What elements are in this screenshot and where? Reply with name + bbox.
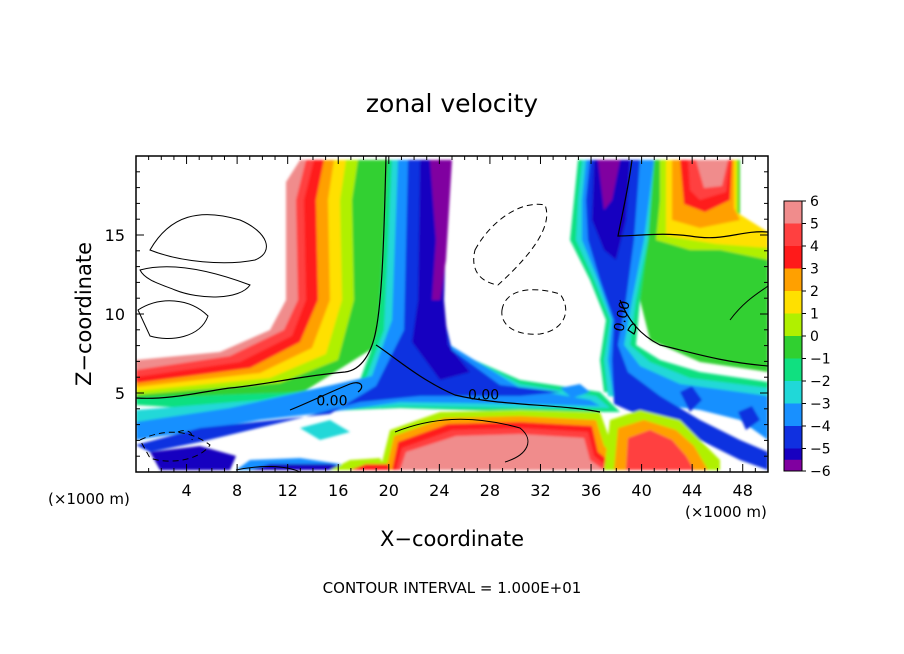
colorbar-label-12: −6 <box>810 464 831 480</box>
colorbar-label-5: 1 <box>810 307 819 323</box>
colorbar-swatch-9 <box>784 403 802 426</box>
x-tick-label-28: 28 <box>480 481 500 500</box>
field-band-center-5 <box>430 160 452 300</box>
x-tick-label-48: 48 <box>733 481 753 500</box>
colorbar-swatch-3 <box>784 268 802 291</box>
x-tick-label-36: 36 <box>581 481 601 500</box>
field-blob-7 <box>250 464 356 470</box>
field-blob-0 <box>454 372 484 388</box>
y-tick-label-5: 5 <box>115 384 125 403</box>
field-band-bottomright-2 <box>626 430 694 470</box>
colorbar-label-2: 4 <box>810 239 819 255</box>
field-band-left-4 <box>136 160 390 392</box>
x-unit-right: (×1000 m) <box>685 503 767 521</box>
colorbar-label-9: −3 <box>810 397 831 413</box>
x-axis-label: X−coordinate <box>380 527 524 551</box>
x-unit-left: (×1000 m) <box>48 490 130 508</box>
colorbar-label-0: 6 <box>810 194 819 210</box>
field-blob-3 <box>738 406 760 430</box>
field-blob-2 <box>680 386 702 412</box>
colorbar-swatch-0 <box>784 201 802 224</box>
colorbar: 6 5 4 3 2 1 0 −1 −2 −3 −4 −5 −6 <box>783 194 831 480</box>
colorbar-swatch-6 <box>784 336 802 359</box>
x-tick-label-4: 4 <box>181 481 191 500</box>
colorbar-swatch-8 <box>784 381 802 404</box>
field-band-right-3 <box>586 160 768 470</box>
colorbar-label-11: −5 <box>810 442 831 458</box>
colorbar-label-6: 0 <box>810 329 819 345</box>
contour-label-1: 0.00 <box>468 387 499 403</box>
colorbar-swatch-1 <box>784 223 802 246</box>
y-tick-label-15: 15 <box>105 226 125 245</box>
x-axis: 4 8 12 16 20 24 28 32 36 40 44 48 <box>135 156 769 500</box>
field-band-right-5 <box>598 160 620 210</box>
chart-title: zonal velocity <box>366 89 538 118</box>
contour-labels: 0.00 0.00 0.00 <box>316 299 633 409</box>
field-band-rightplume-6 <box>696 160 728 188</box>
x-tick-label-44: 44 <box>682 481 702 500</box>
colorbar-label-3: 3 <box>810 262 819 278</box>
colorbar-label-8: −2 <box>810 374 831 390</box>
field-blob-9 <box>350 464 390 470</box>
colorbar-label-4: 2 <box>810 284 819 300</box>
colorbar-label-10: −4 <box>810 419 831 435</box>
colorbar-swatch-5 <box>784 313 802 336</box>
contour-label-0: 0.00 <box>316 394 347 410</box>
field-band-bottom-4 <box>400 434 604 470</box>
field-band-left-6 <box>136 160 390 400</box>
x-tick-label-12: 12 <box>278 481 298 500</box>
colorbar-label-1: 5 <box>810 217 819 233</box>
field-blob-4 <box>300 420 350 440</box>
x-tick-label-24: 24 <box>429 481 449 500</box>
x-tick-label-20: 20 <box>379 481 399 500</box>
x-tick-label-16: 16 <box>328 481 348 500</box>
field-band-center-3 <box>136 160 560 452</box>
field-blob-5 <box>150 446 236 470</box>
colorbar-label-7: −1 <box>810 352 831 368</box>
y-axis: 5 10 15 <box>105 155 768 473</box>
field-band-center-2 <box>136 160 600 440</box>
colorbar-swatch-2 <box>784 246 802 269</box>
x-tick-label-40: 40 <box>631 481 651 500</box>
contour-lines <box>136 156 768 472</box>
colorbar-swatch-10 <box>784 426 802 449</box>
colorbar-swatch-4 <box>784 291 802 314</box>
colorbar-swatch-end <box>784 459 802 471</box>
x-tick-label-32: 32 <box>530 481 550 500</box>
y-tick-label-10: 10 <box>105 305 125 324</box>
x-tick-label-8: 8 <box>232 481 242 500</box>
y-axis-label: Z−coordinate <box>72 242 96 386</box>
field-blob-1 <box>560 384 590 398</box>
velocity-field <box>136 156 768 472</box>
colorbar-swatch-7 <box>784 358 802 381</box>
contour-label-2: 0.00 <box>611 299 633 333</box>
contour-interval-note: CONTOUR INTERVAL = 1.000E+01 <box>323 579 582 597</box>
